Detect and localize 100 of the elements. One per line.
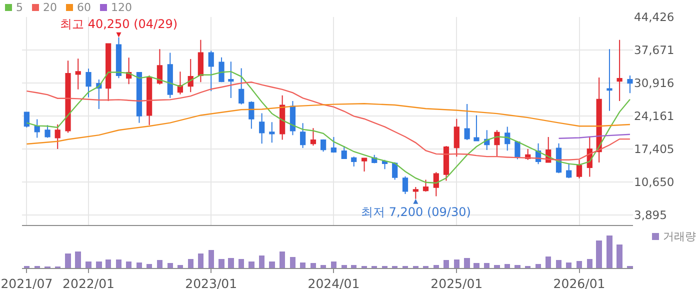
bar	[454, 260, 460, 268]
bar	[494, 265, 500, 268]
candlestick	[86, 68, 92, 98]
candlestick	[330, 136, 337, 154]
bar	[105, 260, 112, 268]
bar	[96, 262, 102, 268]
bar	[484, 263, 490, 268]
bar	[116, 260, 122, 268]
candlestick	[514, 140, 520, 160]
candlestick	[280, 94, 286, 140]
candlestick	[433, 172, 439, 197]
annotation: 최고 40,250 (04/29)	[60, 17, 178, 31]
candlestick	[606, 48, 612, 112]
bar	[320, 265, 326, 268]
bar	[279, 251, 286, 268]
candlestick	[198, 39, 204, 83]
candlestick	[443, 145, 450, 182]
candlestick	[54, 124, 60, 150]
bar	[576, 261, 582, 268]
candlestick	[146, 75, 152, 126]
bar	[464, 258, 470, 268]
bar	[310, 263, 316, 268]
candlestick	[454, 118, 460, 158]
candlestick	[616, 39, 622, 102]
bar	[606, 236, 612, 268]
legend-label: 20	[43, 1, 57, 14]
candlestick	[238, 68, 244, 105]
candlestick	[269, 122, 275, 144]
bar	[300, 262, 306, 268]
bar	[188, 258, 194, 268]
y-tick-label: 44,426	[634, 10, 674, 24]
candlestick	[156, 48, 163, 85]
candlestick	[504, 126, 510, 152]
candlestick	[24, 112, 30, 128]
candlestick	[341, 145, 347, 160]
bar	[208, 250, 214, 268]
candlestick	[392, 162, 398, 180]
bar	[586, 258, 593, 268]
bar	[75, 251, 81, 268]
bar	[556, 260, 562, 268]
bar	[218, 258, 224, 268]
bar	[167, 263, 173, 268]
bar	[177, 265, 184, 268]
candlestick	[34, 118, 40, 138]
bar	[86, 262, 92, 268]
bar	[596, 240, 602, 268]
bar	[156, 260, 163, 268]
y-tick-label: 37,671	[634, 43, 674, 58]
bar	[443, 260, 450, 268]
candlestick	[106, 43, 112, 102]
candlestick	[351, 156, 357, 167]
x-tick-label: 2024/01	[308, 276, 360, 289]
legend-label: 5	[16, 1, 23, 14]
candlestick	[627, 75, 633, 94]
bar	[65, 253, 71, 268]
x-tick-label: 2025/01	[430, 276, 483, 289]
bar	[330, 262, 337, 268]
line-series	[26, 103, 631, 145]
candlestick	[494, 130, 500, 158]
bar	[546, 256, 552, 268]
candlestick	[596, 77, 602, 164]
candlestick	[218, 56, 224, 83]
bar	[146, 264, 152, 268]
candlestick	[300, 122, 306, 148]
bar	[198, 253, 204, 268]
bar	[228, 258, 234, 268]
bar	[248, 262, 254, 268]
y-tick-label: 10,650	[634, 175, 674, 190]
x-tick-label: 2021/07	[0, 276, 53, 289]
x-tick-label: 2023/01	[185, 276, 238, 289]
bar	[566, 262, 572, 268]
bar	[616, 244, 622, 268]
bar	[126, 262, 132, 268]
y-tick-label: 3,895	[634, 208, 667, 222]
bar	[341, 265, 347, 268]
x-tick-label: 2022/01	[62, 276, 114, 289]
candlestick	[259, 112, 265, 144]
y-tick-label: 30,916	[634, 76, 674, 90]
candlestick	[566, 162, 572, 179]
bar	[136, 262, 142, 268]
y-tick-label: 17,405	[634, 142, 674, 156]
bar	[535, 264, 542, 268]
candlestick	[188, 58, 194, 93]
candlestick	[474, 114, 480, 142]
candlestick	[576, 159, 582, 179]
candlestick	[402, 176, 408, 194]
bar	[504, 264, 510, 268]
legend-label: 60	[77, 1, 91, 14]
bar	[474, 263, 480, 268]
x-tick-label: 2026/01	[553, 276, 606, 289]
candlestick	[464, 103, 470, 141]
candlestick	[136, 72, 142, 124]
bar	[269, 262, 275, 268]
candlestick	[361, 158, 368, 172]
bar	[351, 265, 357, 268]
line-series	[26, 82, 631, 160]
annotation: 최저 7,200 (09/30)	[361, 205, 471, 219]
legend-label: 120	[111, 1, 132, 14]
candlestick	[44, 124, 50, 138]
bar	[514, 265, 520, 268]
